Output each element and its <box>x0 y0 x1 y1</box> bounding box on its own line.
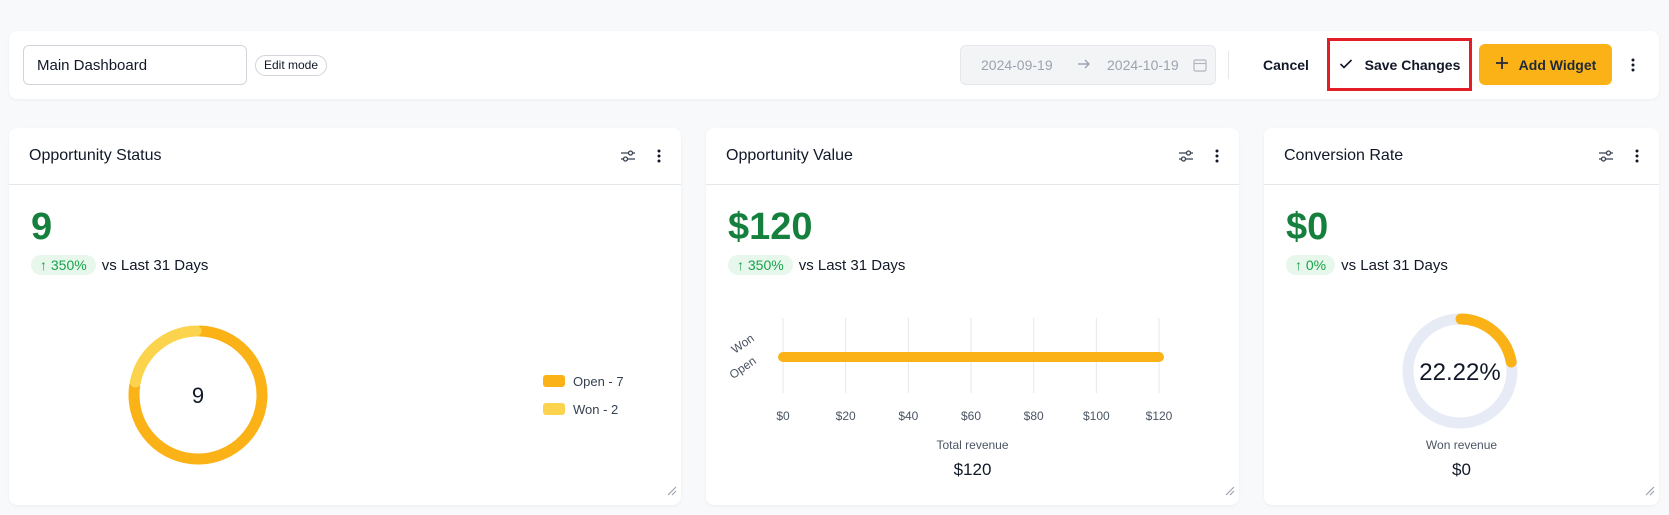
total-revenue-value: $120 <box>953 460 992 479</box>
chart-legend: Open - 7 Won - 2 <box>543 372 624 428</box>
gauge-progress-arc <box>1455 313 1517 368</box>
check-icon <box>1339 57 1353 73</box>
calendar-icon[interactable] <box>1193 58 1207 75</box>
legend-swatch-open <box>543 375 565 387</box>
save-changes-label: Save Changes <box>1364 56 1461 73</box>
x-tick-label: $60 <box>961 409 981 423</box>
donut-slice-open[interactable] <box>128 325 268 465</box>
opportunity-status-donut-chart: 9 <box>128 325 268 465</box>
date-to[interactable]: 2024-10-19 <box>1107 57 1179 73</box>
widget-title: Conversion Rate <box>1284 147 1404 164</box>
x-tick-label: $0 <box>776 409 790 423</box>
legend-swatch-won <box>543 403 565 415</box>
metric-change-row: ↑ 0% vs Last 31 Days <box>1286 255 1448 275</box>
dashboard-toolbar: Edit mode 2024-09-19 2024-10-19 Cancel S… <box>9 31 1659 99</box>
compare-label: vs Last 31 Days <box>1341 256 1448 274</box>
conversion-rate-gauge: 22.22% <box>1402 313 1518 429</box>
add-widget-label: Add Widget <box>1518 56 1597 73</box>
compare-label: vs Last 31 Days <box>798 256 906 274</box>
legend-item[interactable]: Open - 7 <box>543 372 624 390</box>
metric-value: $0 <box>1286 206 1329 248</box>
gauge-center-label: 22.22% <box>1419 359 1500 386</box>
filter-settings-icon[interactable] <box>1176 146 1196 166</box>
widget-conversion-rate: Conversion Rate $0 ↑ 0% vs Last 31 Days … <box>1264 128 1659 505</box>
y-tick-label-open: Open <box>727 354 759 382</box>
cancel-button[interactable]: Cancel <box>1251 45 1321 85</box>
compare-label: vs Last 31 Days <box>101 256 209 274</box>
widget-header: Opportunity Status <box>9 128 681 185</box>
resize-handle-icon[interactable] <box>665 483 677 501</box>
widget-opportunity-status: Opportunity Status 9 ↑ 350% vs Last 31 D… <box>9 128 681 505</box>
widget-opportunity-value: Opportunity Value $120 ↑ 350% vs Last 31… <box>706 128 1239 505</box>
dashboard-name-input[interactable] <box>23 45 247 85</box>
metric-value: 9 <box>31 206 53 248</box>
x-tick-label: $20 <box>836 409 856 423</box>
legend-label-won: Won - 2 <box>573 401 619 417</box>
x-tick-label: $100 <box>1083 409 1110 423</box>
widget-title: Opportunity Value <box>726 147 853 164</box>
legend-item[interactable]: Won - 2 <box>543 400 624 418</box>
legend-label-open: Open - 7 <box>573 373 624 389</box>
widget-title: Opportunity Status <box>29 147 162 164</box>
edit-mode-badge: Edit mode <box>255 55 328 76</box>
date-from[interactable]: 2024-09-19 <box>981 57 1053 73</box>
resize-handle-icon[interactable] <box>1643 483 1655 501</box>
arrow-right-icon <box>1077 56 1091 72</box>
change-badge: ↑ 350% <box>31 255 96 275</box>
widget-header: Opportunity Value <box>706 128 1239 185</box>
metric-change-row: ↑ 350% vs Last 31 Days <box>728 255 905 275</box>
add-widget-button[interactable]: Add Widget <box>1479 44 1612 85</box>
plus-icon <box>1495 56 1509 73</box>
change-badge: ↑ 0% <box>1286 255 1336 275</box>
save-changes-button[interactable]: Save Changes <box>1327 38 1472 91</box>
resize-handle-icon[interactable] <box>1223 483 1235 501</box>
widget-header: Conversion Rate <box>1264 128 1659 185</box>
metric-value: $120 <box>728 206 813 248</box>
filter-settings-icon[interactable] <box>1596 146 1616 166</box>
date-range-picker[interactable]: 2024-09-19 2024-10-19 <box>960 45 1216 85</box>
won-revenue-label: Won revenue <box>1425 438 1498 452</box>
x-tick-label: $120 <box>1146 409 1173 423</box>
filter-settings-icon[interactable] <box>618 146 638 166</box>
x-tick-label: $40 <box>898 409 918 423</box>
metric-change-row: ↑ 350% vs Last 31 Days <box>31 255 208 275</box>
change-badge: ↑ 350% <box>728 255 793 275</box>
y-tick-label-won: Won <box>729 331 757 357</box>
more-options-icon[interactable] <box>1623 51 1643 79</box>
more-options-icon[interactable] <box>1207 146 1227 166</box>
chart-x-label: Total revenue <box>936 438 1009 452</box>
donut-center-label: 9 <box>192 383 204 408</box>
toolbar-divider <box>1228 51 1229 79</box>
x-tick-label: $80 <box>1024 409 1044 423</box>
won-revenue-value: $0 <box>1452 460 1471 479</box>
more-options-icon[interactable] <box>1627 146 1647 166</box>
more-options-icon[interactable] <box>649 146 669 166</box>
donut-slice-won[interactable] <box>129 325 202 388</box>
